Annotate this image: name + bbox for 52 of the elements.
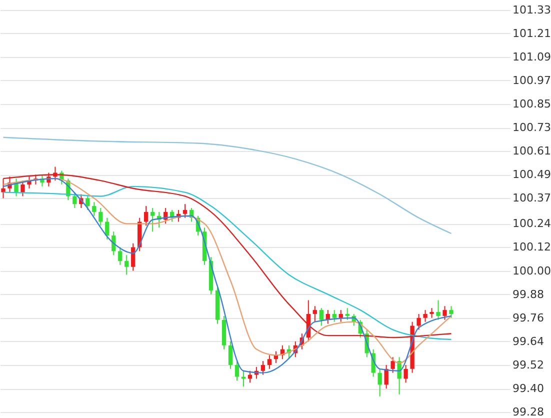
- y-tick-label: 101.21: [512, 26, 551, 40]
- candlestick: [92, 202, 96, 216]
- y-tick-label: 99.40: [512, 382, 544, 396]
- candlestick: [449, 306, 454, 318]
- y-tick-label: 100.49: [512, 168, 551, 182]
- y-tick-label: 101.09: [512, 50, 551, 64]
- y-tick-label: 100.24: [512, 217, 551, 230]
- candlestick: [312, 306, 317, 322]
- y-tick-label: 100.37: [512, 192, 551, 205]
- candlestick: [345, 308, 350, 320]
- candlestick: [390, 356, 395, 374]
- y-tick-label: 99.28: [512, 406, 544, 418]
- y-tick-label: 100.85: [512, 98, 551, 110]
- candlestick: [144, 206, 148, 226]
- y-tick-label: 100.73: [512, 121, 551, 134]
- y-tick-label: 99.88: [512, 288, 544, 301]
- y-tick-label: 101.33: [512, 3, 551, 16]
- candlestick: [228, 340, 233, 370]
- candlestick: [436, 300, 440, 320]
- y-tick-label: 99.64: [512, 334, 544, 348]
- candlestick: [378, 368, 382, 397]
- candlestick: [86, 196, 90, 210]
- candlestick: [105, 217, 110, 240]
- candlestick: [442, 306, 447, 320]
- candlestick: [384, 364, 388, 390]
- candlestick: [131, 242, 136, 272]
- y-tick-label: 100.61: [512, 144, 551, 158]
- y-tick-label: 100.97: [512, 74, 551, 87]
- candlestick: [267, 354, 272, 370]
- candlestick: [430, 308, 434, 318]
- candlestick: [124, 254, 129, 276]
- candlestick: [404, 364, 408, 384]
- candlestick: [98, 208, 103, 226]
- y-tick-label: 100.00: [512, 264, 551, 278]
- line-series: [2, 136, 452, 234]
- y-tick-label: 100.12: [512, 240, 551, 254]
- candlestick: [332, 310, 336, 322]
- candlestick: [423, 310, 428, 322]
- y-tick-label: 99.76: [512, 311, 544, 324]
- candlestick: [338, 310, 343, 322]
- candlestick: [416, 313, 421, 330]
- candlestick: [234, 360, 240, 382]
- candlestick: [319, 308, 324, 326]
- candlestick: [1, 178, 6, 199]
- candlestick: [150, 208, 155, 232]
- candlestick: [182, 204, 188, 218]
- candlestick: [260, 360, 266, 376]
- candlestick: [118, 246, 122, 266]
- candlestick: [20, 180, 25, 197]
- candlestick: [72, 192, 77, 208]
- y-tick-label: 99.52: [512, 358, 544, 372]
- candlestick: [397, 356, 402, 395]
